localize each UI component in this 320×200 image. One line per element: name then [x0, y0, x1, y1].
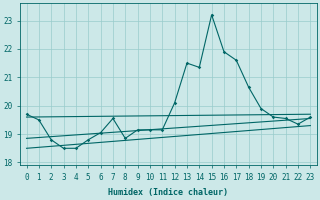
- X-axis label: Humidex (Indice chaleur): Humidex (Indice chaleur): [108, 188, 228, 197]
